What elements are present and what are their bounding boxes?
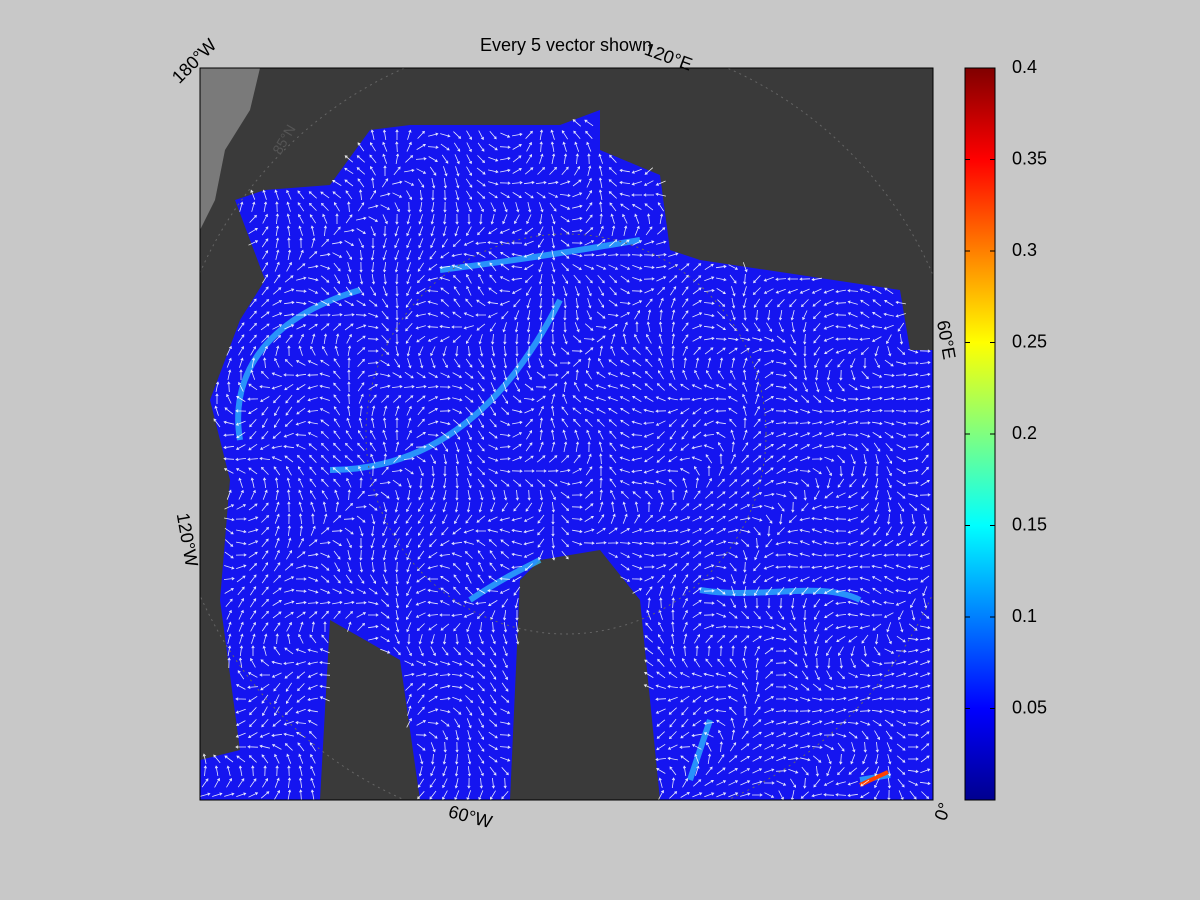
colorbar-ticks: 0.05 0.1 0.15 0.2 0.25 0.3 0.35 0.4 <box>965 57 1047 717</box>
colorbar-tick-label: 0.3 <box>1012 240 1037 260</box>
graticule-label: 0° <box>930 800 955 823</box>
colorbar-tick-label: 0.05 <box>1012 697 1047 717</box>
vector-arrows <box>200 119 931 800</box>
colorbar-tick-label: 0.1 <box>1012 606 1037 626</box>
colorbar-tick-label: 0.35 <box>1012 148 1047 168</box>
map-title: Every 5 vector shown <box>480 35 652 55</box>
land-shelf <box>200 68 260 230</box>
colorbar-tick-label: 0.2 <box>1012 423 1037 443</box>
map-frame <box>199 67 934 801</box>
colorbar-tick-label: 0.4 <box>1012 57 1037 77</box>
graticule-label: 60°W <box>446 801 494 832</box>
graticule-label: 60°E <box>933 319 960 361</box>
fast-current <box>235 237 891 783</box>
graticule <box>365 233 767 635</box>
vector-field <box>200 119 931 800</box>
colorbar-tick-label: 0.25 <box>1012 331 1047 351</box>
colorbar-tick-label: 0.15 <box>1012 514 1047 534</box>
map-area <box>200 68 933 800</box>
graticule-label: 120°W <box>173 511 202 568</box>
